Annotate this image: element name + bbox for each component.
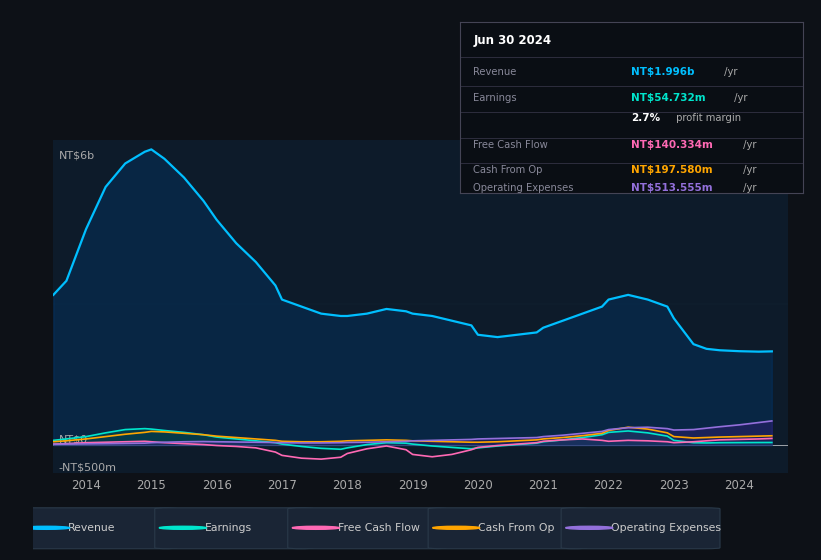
FancyBboxPatch shape	[155, 508, 314, 549]
Text: Earnings: Earnings	[474, 92, 517, 102]
Text: /yr: /yr	[731, 92, 747, 102]
Circle shape	[433, 526, 480, 529]
Text: NT$0: NT$0	[58, 434, 88, 444]
Text: /yr: /yr	[741, 183, 757, 193]
Text: NT$6b: NT$6b	[58, 151, 94, 161]
FancyBboxPatch shape	[429, 508, 587, 549]
Text: Operating Expenses: Operating Expenses	[612, 523, 722, 533]
Text: Free Cash Flow: Free Cash Flow	[338, 523, 420, 533]
Text: NT$513.555m: NT$513.555m	[631, 183, 713, 193]
Text: Revenue: Revenue	[68, 523, 116, 533]
Text: /yr: /yr	[722, 67, 738, 77]
Circle shape	[159, 526, 207, 529]
Text: Free Cash Flow: Free Cash Flow	[474, 141, 548, 151]
Text: NT$1.996b: NT$1.996b	[631, 67, 695, 77]
Text: 2.7%: 2.7%	[631, 113, 660, 123]
Text: NT$54.732m: NT$54.732m	[631, 92, 706, 102]
Text: /yr: /yr	[741, 165, 757, 175]
Text: Cash From Op: Cash From Op	[474, 165, 543, 175]
Text: NT$197.580m: NT$197.580m	[631, 165, 713, 175]
Text: Cash From Op: Cash From Op	[479, 523, 555, 533]
Text: /yr: /yr	[741, 141, 757, 151]
Text: Earnings: Earnings	[205, 523, 252, 533]
Text: Revenue: Revenue	[474, 67, 517, 77]
Circle shape	[22, 526, 70, 529]
Circle shape	[292, 526, 340, 529]
FancyBboxPatch shape	[18, 508, 177, 549]
Text: NT$140.334m: NT$140.334m	[631, 141, 713, 151]
FancyBboxPatch shape	[287, 508, 447, 549]
Text: profit margin: profit margin	[673, 113, 741, 123]
Text: Operating Expenses: Operating Expenses	[474, 183, 574, 193]
Text: -NT$500m: -NT$500m	[58, 463, 117, 473]
Circle shape	[566, 526, 612, 529]
Text: Jun 30 2024: Jun 30 2024	[474, 34, 552, 48]
FancyBboxPatch shape	[562, 508, 720, 549]
